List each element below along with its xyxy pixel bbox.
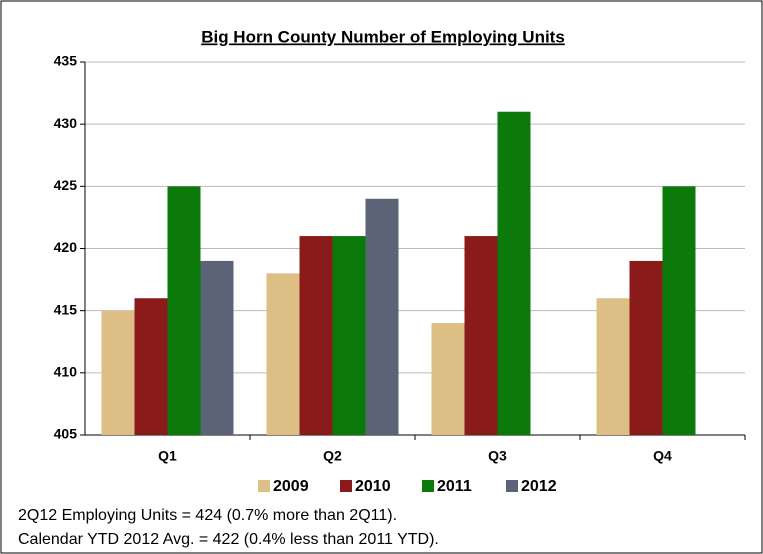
legend-label: 2012 (521, 478, 557, 495)
y-tick-label: 430 (54, 115, 78, 131)
y-tick-label: 415 (54, 301, 78, 317)
chart-title: Big Horn County Number of Employing Unit… (201, 27, 565, 46)
legend-label: 2010 (355, 478, 391, 495)
bar (134, 298, 168, 435)
legend-label: 2011 (437, 478, 472, 495)
y-tick-label: 410 (54, 364, 78, 380)
bar (200, 260, 234, 435)
bar (431, 323, 465, 435)
x-tick-label: Q4 (653, 448, 672, 464)
bar (662, 186, 696, 435)
y-tick-label: 405 (54, 426, 78, 442)
bar (464, 236, 498, 435)
annotation: Calendar YTD 2012 Avg. = 422 (0.4% less … (18, 531, 439, 548)
legend-swatch (422, 480, 434, 492)
bar (497, 111, 531, 435)
bar (332, 236, 366, 435)
legend-swatch (340, 480, 352, 492)
x-tick-label: Q2 (323, 448, 342, 464)
bar (266, 273, 300, 435)
bar (365, 198, 399, 435)
y-tick-label: 425 (54, 177, 78, 193)
bar (299, 236, 333, 435)
annotation: 2Q12 Employing Units = 424 (0.7% more th… (18, 507, 397, 524)
bar (629, 260, 663, 435)
bar (167, 186, 201, 435)
legend-label: 2009 (273, 478, 309, 495)
x-tick-label: Q1 (158, 448, 177, 464)
x-tick-label: Q3 (488, 448, 507, 464)
y-tick-label: 435 (54, 53, 78, 69)
bar (101, 310, 135, 435)
legend-swatch (258, 480, 270, 492)
y-tick-label: 420 (54, 239, 78, 255)
legend-swatch (506, 480, 518, 492)
bar (596, 298, 630, 435)
